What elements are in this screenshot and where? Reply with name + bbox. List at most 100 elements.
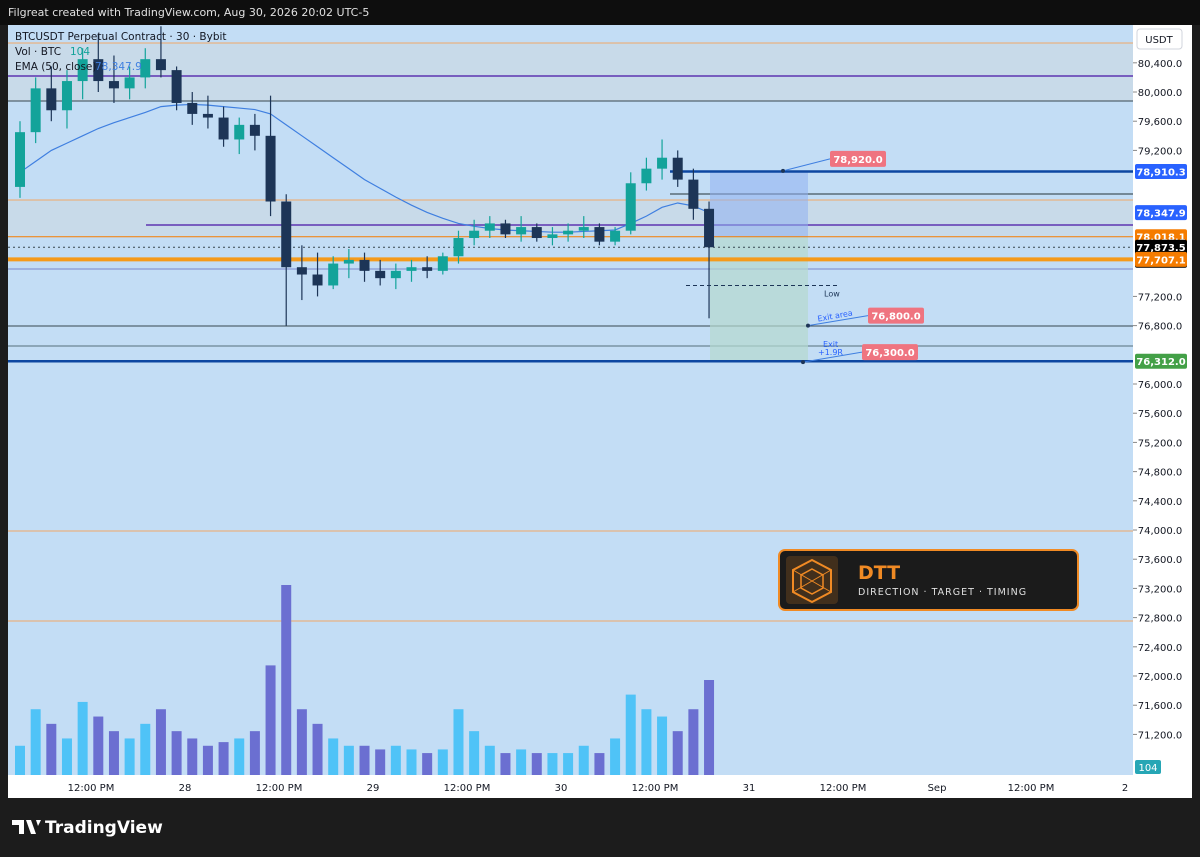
- volume-label: Vol · BTC: [15, 46, 61, 58]
- volume-bar: [77, 701, 88, 775]
- y-tick-label: 74,000.0: [1138, 526, 1183, 537]
- volume-bar: [547, 753, 558, 775]
- y-tick-label: 72,000.0: [1138, 672, 1183, 683]
- volume-bar: [218, 742, 229, 775]
- volume-bar: [140, 723, 151, 775]
- candle-body: [516, 227, 527, 235]
- candle-body: [406, 267, 417, 271]
- tv-logo-text: TradingView: [45, 818, 163, 838]
- annotation-connector: [782, 158, 831, 172]
- price-badge-label: 78,910.3: [1136, 168, 1185, 179]
- volume-bar: [187, 738, 198, 775]
- volume-bar: [234, 738, 245, 775]
- volume-bar: [155, 709, 166, 775]
- top-bar: [0, 0, 1200, 25]
- volume-bar: [578, 745, 589, 775]
- annotation-label: 76,300.0: [865, 348, 914, 359]
- volume-bar: [296, 709, 307, 775]
- price-badge: [1135, 251, 1187, 267]
- ema-value: 78,347.9: [95, 61, 142, 73]
- y-tick-label: 74,400.0: [1138, 497, 1183, 508]
- volume-bar: [108, 731, 119, 775]
- price-badge-label: 78,018.1: [1136, 233, 1185, 244]
- volume-bar: [625, 694, 636, 775]
- price-badge-label: 77,707.1: [1136, 255, 1185, 266]
- candle-body: [594, 227, 605, 242]
- candle-body: [30, 88, 41, 133]
- volume-bar: [328, 738, 339, 775]
- candle-body: [547, 234, 558, 239]
- candle-body: [375, 270, 386, 279]
- candle-body: [422, 267, 433, 271]
- volume-badge-label: 104: [1138, 763, 1157, 774]
- currency-button[interactable]: [1136, 28, 1183, 50]
- volume-bar: [249, 731, 260, 775]
- currency: USDT: [1145, 35, 1173, 46]
- volume-bar: [124, 738, 135, 775]
- price-badge: [1135, 353, 1187, 369]
- volume-bar: [15, 745, 25, 775]
- candle-body: [343, 259, 354, 264]
- x-tick-label: 12:00 PM: [256, 783, 303, 794]
- candle-body: [437, 256, 448, 271]
- volume-bar: [641, 709, 652, 775]
- x-tick-label: 31: [743, 783, 756, 794]
- x-tick-label: 12:00 PM: [1008, 783, 1055, 794]
- y-tick-label: 79,600.0: [1138, 117, 1183, 128]
- volume-bar: [453, 709, 464, 775]
- y-tick-label: 71,200.0: [1138, 730, 1183, 741]
- brand-name: DTT: [858, 562, 900, 584]
- volume-bar: [61, 738, 72, 775]
- header-text: Filgreat created with TradingView.com, A…: [8, 6, 369, 19]
- candle-body: [187, 102, 198, 114]
- candle-body: [312, 274, 323, 286]
- candle-body: [359, 259, 370, 271]
- candle-body: [704, 208, 715, 248]
- annotation-note: +1.9R: [818, 348, 843, 357]
- annotation-note: Exit: [823, 340, 838, 349]
- price-badge-label: 78,347.9: [1136, 209, 1185, 220]
- candle-body: [93, 59, 104, 82]
- volume-bar: [93, 716, 104, 775]
- candle-body: [469, 230, 480, 239]
- ema-label: EMA (50, close): [15, 61, 97, 73]
- volume-bar: [563, 753, 574, 775]
- x-tick-label: Sep: [928, 783, 947, 794]
- candle-body: [281, 201, 292, 268]
- volume-bar: [171, 731, 182, 775]
- x-tick-label: 12:00 PM: [444, 783, 491, 794]
- candle-body: [563, 230, 574, 235]
- annotation-label: 76,800.0: [871, 312, 920, 323]
- volume-bar: [516, 749, 527, 775]
- volume-bar: [704, 680, 715, 775]
- volume-bar: [375, 749, 386, 775]
- price-axis: [1133, 25, 1192, 798]
- candle-body: [500, 223, 511, 235]
- candle-body: [484, 223, 495, 231]
- annotation-badge: [868, 307, 924, 324]
- candle-body: [46, 88, 57, 111]
- y-tick-label: 72,800.0: [1138, 614, 1183, 625]
- volume-bar: [265, 665, 276, 775]
- volume-bar: [594, 753, 605, 775]
- candle-body: [155, 59, 166, 71]
- candle-body: [15, 132, 25, 187]
- position-stop: [710, 236, 808, 362]
- low-label: Low: [824, 289, 840, 298]
- volume-badge: [1135, 760, 1161, 774]
- y-tick-label: 73,600.0: [1138, 555, 1183, 566]
- annotation-dot: [801, 360, 805, 365]
- x-tick-label: 2: [1122, 783, 1128, 794]
- volume-bar: [688, 709, 699, 775]
- volume-bar: [657, 716, 668, 775]
- candle-body: [61, 81, 72, 111]
- volume-bar: [390, 745, 401, 775]
- y-tick-label: 73,200.0: [1138, 584, 1183, 595]
- candle-body: [328, 263, 339, 286]
- y-tick-label: 76,800.0: [1138, 322, 1183, 333]
- annotation-connector: [807, 315, 869, 327]
- candle-body: [249, 124, 260, 136]
- candle-body: [453, 238, 464, 257]
- ema-line: [19, 103, 710, 233]
- x-tick-label: 12:00 PM: [820, 783, 867, 794]
